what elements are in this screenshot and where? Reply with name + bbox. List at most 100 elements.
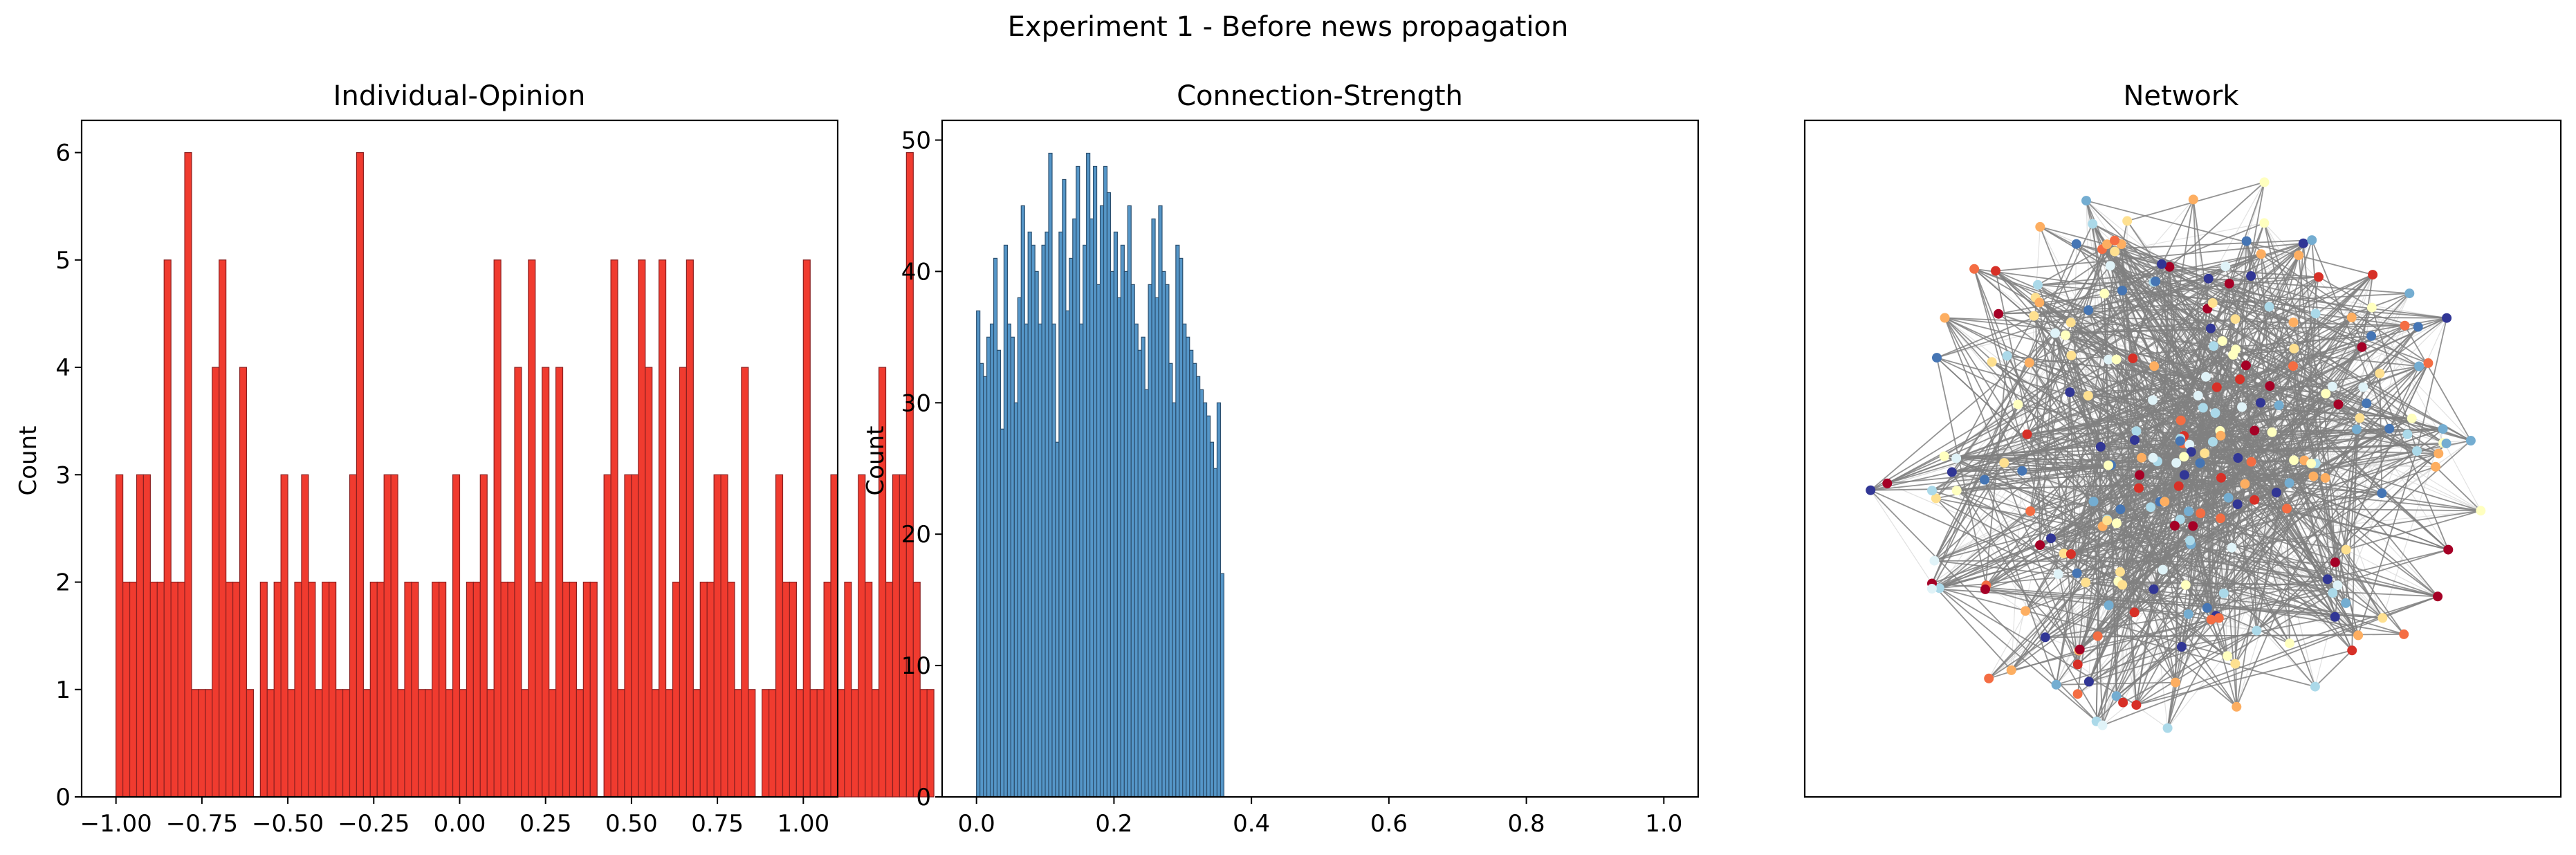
network-node [2289,455,2299,466]
histogram-bar [989,323,995,798]
network-node [2013,399,2023,410]
network-node [2216,430,2226,441]
histogram-bar [672,581,681,798]
network-edge [1936,357,2317,464]
network-edge [2114,251,2182,647]
histogram-bar [1045,231,1049,798]
network-node [2184,506,2194,517]
network-edge [2318,276,2373,309]
network-edge [2088,629,2257,683]
histogram-bar [782,581,791,798]
network-edge [2069,392,2184,458]
histogram-bar [1182,323,1187,798]
network-edge [2115,359,2137,706]
histogram-bar [638,259,646,798]
network-edge [2208,278,2447,319]
histogram-bar [1048,152,1053,798]
x-tick-label: 0.0 [958,810,995,838]
network-node [2158,564,2168,575]
network-edge [2050,465,2109,539]
network-edge [1931,582,2383,619]
histogram-bar [1072,218,1077,798]
network-node [2358,382,2368,392]
y-tick-label: 50 [901,127,931,154]
network-node [1926,584,1937,594]
network-node [2218,588,2229,598]
histogram-bar [741,367,749,798]
histogram-bar [376,581,385,798]
histogram-bar [1113,231,1118,798]
histogram-bar [205,689,213,798]
network-node [2230,314,2241,324]
network-edge [1939,587,2097,722]
network-node [2314,272,2324,282]
network-node [2355,413,2365,423]
network-edge [2027,365,2420,435]
network-node [2294,250,2304,261]
histogram-bar [844,581,852,798]
histogram-bar [706,581,715,798]
network-node [2164,261,2175,272]
network-edge [1931,404,2019,584]
network-edge [2039,302,2199,396]
network-node [2233,453,2243,463]
histogram-bar [184,151,192,798]
histogram-bar [156,581,165,798]
y-axis-label-connection-strength: Count [862,426,890,496]
network-edge [1998,293,2410,315]
network-node [2413,322,2423,332]
network-node [2034,297,2045,308]
network-node [2404,288,2415,299]
connection-strength-histogram: Connection-Strength Count 0 10 20 30 40 50 0.… [862,80,1700,838]
network-node [2298,238,2308,248]
network-edge [2136,650,2353,706]
network-node [1882,478,1893,488]
network-edge [1931,243,2077,584]
network-node [1932,353,1942,363]
network-node [2111,691,2122,701]
network-edge [1951,471,2104,726]
axes-frame-individual-opinion [80,119,839,798]
network-node [2081,578,2091,587]
network-node [2203,273,2214,284]
network-node [2274,400,2284,410]
network-node [2217,336,2227,346]
network-node [1939,451,1949,461]
network-node [2088,219,2098,229]
histogram-bar [1213,468,1218,798]
network-nodes [1866,177,2486,733]
histogram-bar [1055,441,1060,798]
network-node [2256,249,2266,259]
histogram-bar [301,474,309,798]
network-node [2402,429,2413,439]
network-node [2224,279,2234,288]
axes-frame-connection-strength [941,119,1700,798]
x-tick-label: 0.6 [1370,810,1408,838]
network-node [2157,259,2166,269]
histogram-bar [748,689,756,798]
histogram-bar [418,689,426,798]
network-node [2149,584,2159,594]
histogram-bar [535,581,543,798]
network-node [2328,588,2338,598]
network-edge [1933,404,2019,562]
histogram-bar [795,689,804,798]
network-node [2066,350,2077,360]
network-edge [2416,318,2447,452]
network-node [2149,361,2160,371]
histogram-bar [1086,152,1091,798]
network-node [2065,387,2075,397]
histogram-bar [1092,165,1098,798]
histogram-bar [986,336,991,798]
network-node [2441,439,2451,449]
network-edge [2361,274,2373,347]
network-edge [1998,313,2218,388]
network-node [2252,625,2262,636]
network-node [2241,360,2251,371]
network-edge [1944,266,2226,457]
network-edge [2037,248,2103,286]
histogram-bar [659,259,667,798]
network-node [2241,236,2252,246]
histogram-bar [809,689,818,798]
network-edge [2085,466,2436,583]
